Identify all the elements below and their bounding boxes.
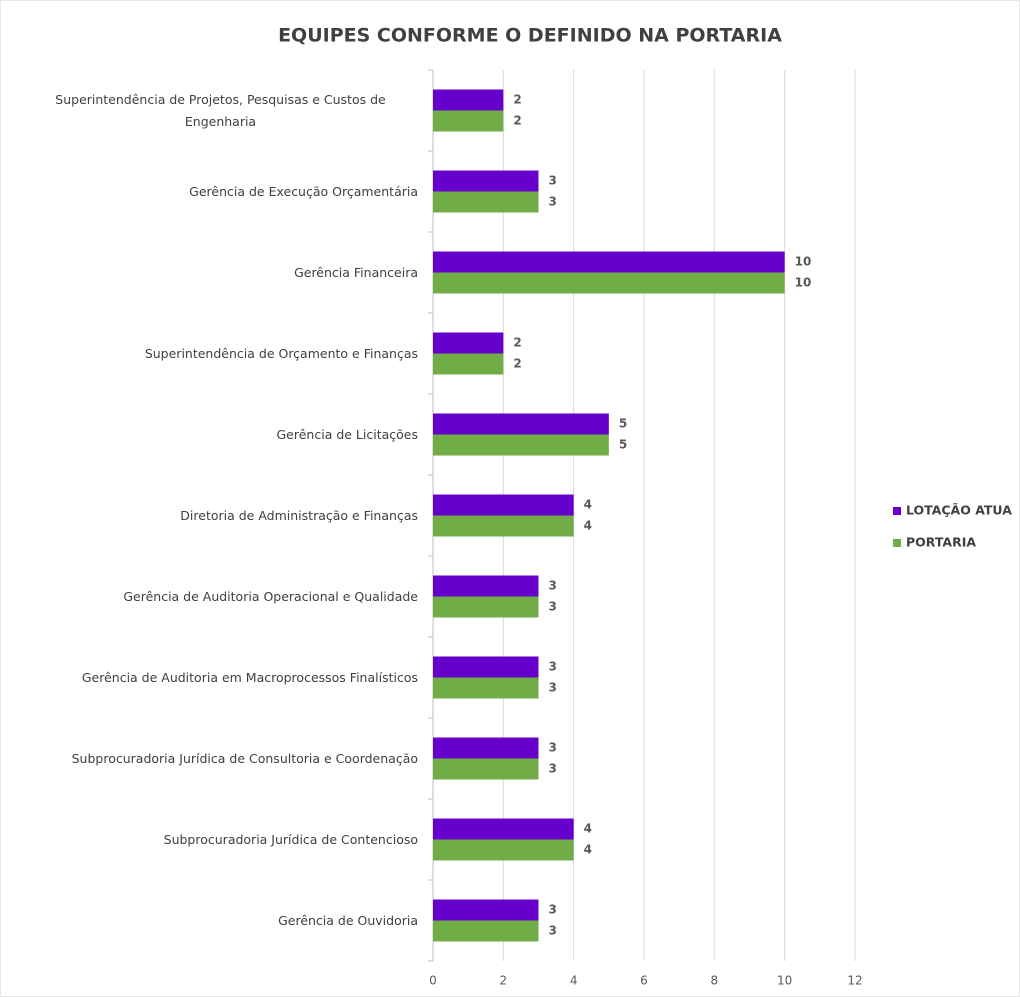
bar [433,677,539,699]
y-tick-label: Gerência de Auditoria Operacional e Qual… [18,586,418,608]
y-tick-text: Gerência de Execução Orçamentária [189,183,418,199]
legend-label: PORTARIA [906,535,976,550]
y-tick-label: Gerência de Auditoria em Macroprocessos … [18,667,418,689]
y-tick-label: Gerência de Licitações [18,424,419,446]
bar [433,191,539,213]
bar [433,515,574,537]
y-tick-text: Subprocuradoria Jurídica de Consultoria … [71,750,418,766]
data-label: 3 [549,681,557,695]
chart-title: EQUIPES CONFORME O DEFINIDO NA PORTARIA [278,25,782,47]
y-tick-label: Superintendência de Projetos, Pesquisas … [18,89,418,133]
data-label: 3 [549,195,557,209]
y-tick-text: Subprocuradoria Jurídica de Contencioso [163,831,418,847]
bar [433,899,539,921]
bar [433,920,539,942]
bar [433,758,539,780]
data-label: 3 [549,660,557,674]
x-tick-label: 0 [429,974,437,988]
x-tick-label: 2 [500,974,508,988]
bar [433,353,504,375]
x-tick-label: 12 [847,974,862,988]
y-tick-text: Gerência de Licitações [276,426,419,442]
data-label: 3 [549,762,557,776]
y-tick-text: Gerência Financeira [294,264,418,280]
y-tick-text: Gerência de Auditoria em Macroprocessos … [81,669,418,685]
y-tick-text: Superintendência de Projetos, Pesquisas … [55,91,386,129]
bar [433,413,609,435]
data-label: 3 [549,903,557,917]
data-label: 5 [619,417,627,431]
x-tick-label: 4 [570,974,578,988]
data-label: 3 [549,174,557,188]
x-tick-label: 10 [777,974,792,988]
data-label: 4 [584,519,592,533]
y-tick-label: Subprocuradoria Jurídica de Contencioso [18,829,418,851]
data-label: 4 [584,843,592,857]
bar [433,575,539,597]
data-label: 2 [513,336,521,350]
data-label: 3 [549,579,557,593]
data-label: 2 [513,114,521,128]
y-tick-label: Gerência de Ouvidoria [18,910,418,932]
bar [433,434,609,456]
data-label: 3 [549,924,557,938]
data-label: 4 [584,498,592,512]
bar [433,110,504,132]
y-tick-label: Gerência de Execução Orçamentária [18,181,418,203]
y-tick-label: Subprocuradoria Jurídica de Consultoria … [18,748,418,770]
y-tick-label: Superintendência de Orçamento e Finanças [18,343,418,365]
bar [433,494,574,516]
bar [433,596,539,618]
data-label: 4 [584,822,592,836]
data-label: 5 [619,438,627,452]
y-tick-label: Diretoria de Administração e Finanças [18,505,418,527]
data-label: 3 [549,741,557,755]
data-label: 10 [795,276,812,290]
bar [433,332,504,354]
bar [433,272,785,294]
legend-label: LOTAÇÃO ATUA [906,503,1012,518]
y-tick-label: Gerência Financeira [18,262,418,284]
legend-swatch [893,539,901,547]
bar [433,89,504,111]
bar [433,818,574,840]
y-tick-text: Gerência de Auditoria Operacional e Qual… [123,588,418,604]
legend-swatch [893,507,901,515]
data-label: 2 [513,93,521,107]
x-tick-label: 6 [640,974,648,988]
data-label: 3 [549,600,557,614]
y-tick-text: Gerência de Ouvidoria [278,912,418,928]
bar [433,839,574,861]
y-tick-text: Superintendência de Orçamento e Finanças [144,345,418,361]
bar [433,170,539,192]
data-label: 2 [513,357,521,371]
data-label: 10 [795,255,812,269]
bar [433,737,539,759]
y-tick-text: Diretoria de Administração e Finanças [180,507,418,523]
bar [433,251,785,273]
bar [433,656,539,678]
x-tick-label: 8 [711,974,719,988]
